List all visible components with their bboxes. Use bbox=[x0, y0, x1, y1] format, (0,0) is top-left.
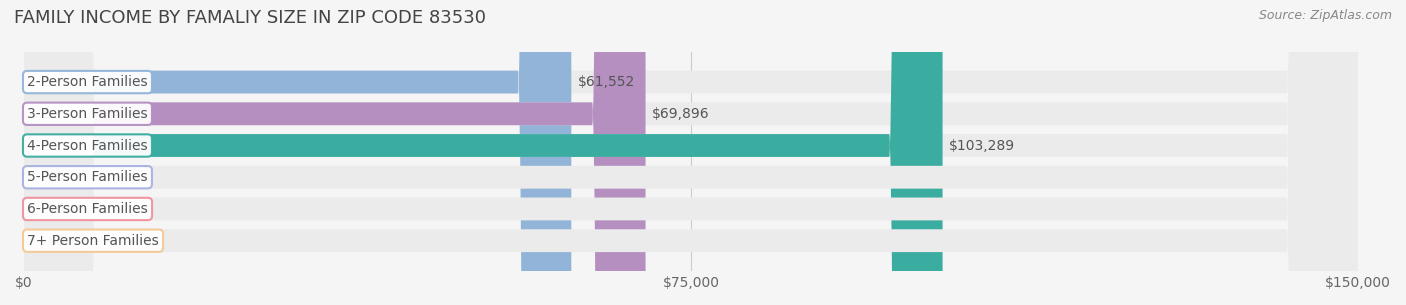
Text: 3-Person Families: 3-Person Families bbox=[27, 107, 148, 121]
Text: $103,289: $103,289 bbox=[949, 138, 1015, 152]
Text: FAMILY INCOME BY FAMALIY SIZE IN ZIP CODE 83530: FAMILY INCOME BY FAMALIY SIZE IN ZIP COD… bbox=[14, 9, 486, 27]
Text: $0: $0 bbox=[48, 170, 66, 184]
Text: $61,552: $61,552 bbox=[578, 75, 636, 89]
FancyBboxPatch shape bbox=[24, 0, 1358, 305]
FancyBboxPatch shape bbox=[24, 0, 1358, 305]
Text: 2-Person Families: 2-Person Families bbox=[27, 75, 148, 89]
Text: 6-Person Families: 6-Person Families bbox=[27, 202, 148, 216]
FancyBboxPatch shape bbox=[24, 0, 571, 305]
Text: $0: $0 bbox=[48, 202, 66, 216]
FancyBboxPatch shape bbox=[24, 0, 1358, 305]
Text: 5-Person Families: 5-Person Families bbox=[27, 170, 148, 184]
Text: 4-Person Families: 4-Person Families bbox=[27, 138, 148, 152]
Text: $0: $0 bbox=[48, 234, 66, 248]
FancyBboxPatch shape bbox=[24, 0, 645, 305]
Text: 7+ Person Families: 7+ Person Families bbox=[27, 234, 159, 248]
Text: $69,896: $69,896 bbox=[652, 107, 710, 121]
FancyBboxPatch shape bbox=[24, 0, 1358, 305]
FancyBboxPatch shape bbox=[24, 0, 1358, 305]
Text: Source: ZipAtlas.com: Source: ZipAtlas.com bbox=[1258, 9, 1392, 22]
FancyBboxPatch shape bbox=[24, 0, 942, 305]
FancyBboxPatch shape bbox=[24, 0, 1358, 305]
